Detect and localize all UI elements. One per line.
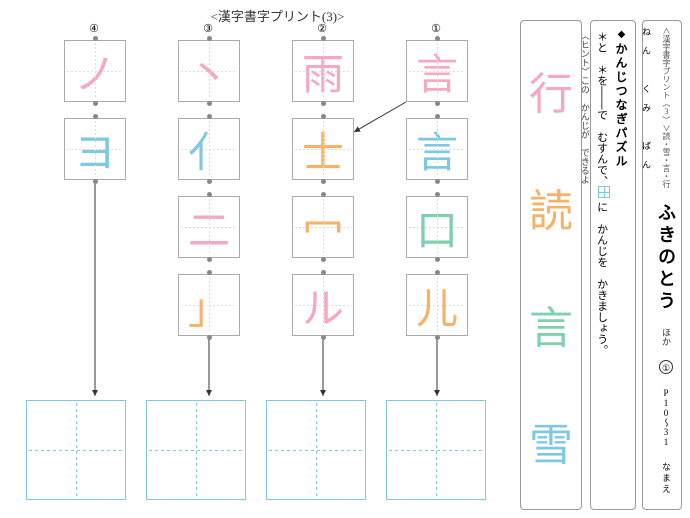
page-range: P10～31 [661,388,671,447]
connector-dot [435,179,440,184]
answer-box[interactable] [386,400,486,500]
connector-dot [93,179,98,184]
kanji-part-glyph: 言 [407,41,467,101]
column-number: ① [406,22,466,35]
connector-dot [321,335,326,340]
kanji-part-glyph: 二 [179,197,239,257]
kanji-part-box[interactable]: 冖 [292,196,354,258]
lesson-sub: ほか [661,328,671,346]
connector-dot [321,101,326,106]
connector-dot [321,270,326,275]
puzzle-area: ①言言口儿②雨士冖ル③丶亻二」④ノヨ [8,22,508,512]
example-kanji: 雪 [529,409,573,473]
kanji-part-box[interactable]: ル [292,274,354,336]
kanji-part-box[interactable]: 丶 [178,40,240,102]
column-number: ③ [178,22,238,35]
kanji-part-glyph: 丶 [179,41,239,101]
kanji-part-box[interactable]: 言 [406,118,468,180]
connector-dot [435,270,440,275]
kanji-part-glyph: ヨ [65,119,125,179]
connector-dot [435,192,440,197]
kanji-part-glyph: ノ [65,41,125,101]
kanji-part-box[interactable]: 口 [406,196,468,258]
series-label: ∧漢字書字プリント（3）∨読・雪・言・行 [662,27,671,188]
example-kanji: 行 [529,58,573,122]
kanji-part-box[interactable]: 亻 [178,118,240,180]
connector-dot [435,257,440,262]
answer-box[interactable] [266,400,366,500]
kanji-part-glyph: 冖 [293,197,353,257]
connector-dot [207,101,212,106]
lesson-title: ふきのとう [656,203,676,313]
kanji-part-box[interactable]: 士 [292,118,354,180]
name-label: なまえ [661,462,671,495]
example-kanji: 読 [529,175,573,239]
kanji-part-box[interactable]: ノ [64,40,126,102]
kanji-part-box[interactable]: 言 [406,40,468,102]
kanji-part-glyph: 雨 [293,41,353,101]
connector-dot [93,114,98,119]
kanji-part-glyph: 言 [407,119,467,179]
connector-dot [207,335,212,340]
connector-dot [93,101,98,106]
column-number: ② [292,22,352,35]
answer-box[interactable] [26,400,126,500]
kanji-part-glyph: 亻 [179,119,239,179]
instruction-text: ＊と ＊を───で むすんで、 に かんじを かきましょう。 [592,31,611,501]
kanji-part-box[interactable]: 儿 [406,274,468,336]
kanji-part-glyph: 儿 [407,275,467,335]
connector-dot [435,101,440,106]
connector-dot [207,270,212,275]
connector-dot [435,114,440,119]
connector-dot [435,36,440,41]
connector-dot [321,36,326,41]
connector-dot [321,192,326,197]
info-column: ∧漢字書字プリント（3）∨読・雪・言・行 ふきのとう ほか ① P10～31 な… [642,20,682,510]
example-kanji-column: 行読言雪 [520,20,582,510]
connector-dot [207,114,212,119]
connector-dot [207,192,212,197]
kanji-part-glyph: 」 [179,275,239,335]
lesson-number: ① [659,360,673,374]
connector-dot [207,36,212,41]
example-kanji: 言 [529,292,573,356]
kanji-part-glyph: 口 [407,197,467,257]
kanji-part-box[interactable]: ヨ [64,118,126,180]
instruction-heading: ◆ かんじつなぎパズル [611,29,631,501]
kanji-part-glyph: ル [293,275,353,335]
connector-dot [435,335,440,340]
connector-dot [321,257,326,262]
connector-dot [207,257,212,262]
connector-dot [321,179,326,184]
answer-box[interactable] [146,400,246,500]
kanji-part-box[interactable]: 」 [178,274,240,336]
instruction-column: ◆ かんじつなぎパズル ＊と ＊を───で むすんで、 に かんじを かきましょ… [590,20,636,510]
kanji-part-box[interactable]: 二 [178,196,240,258]
connector-dot [93,36,98,41]
answer-box-icon [598,186,610,198]
kanji-part-glyph: 士 [293,119,353,179]
connector-dot [207,179,212,184]
connector-dot [321,114,326,119]
kanji-part-box[interactable]: 雨 [292,40,354,102]
class-meta: ねん くみ ばん [641,27,651,179]
column-number: ④ [64,22,124,35]
